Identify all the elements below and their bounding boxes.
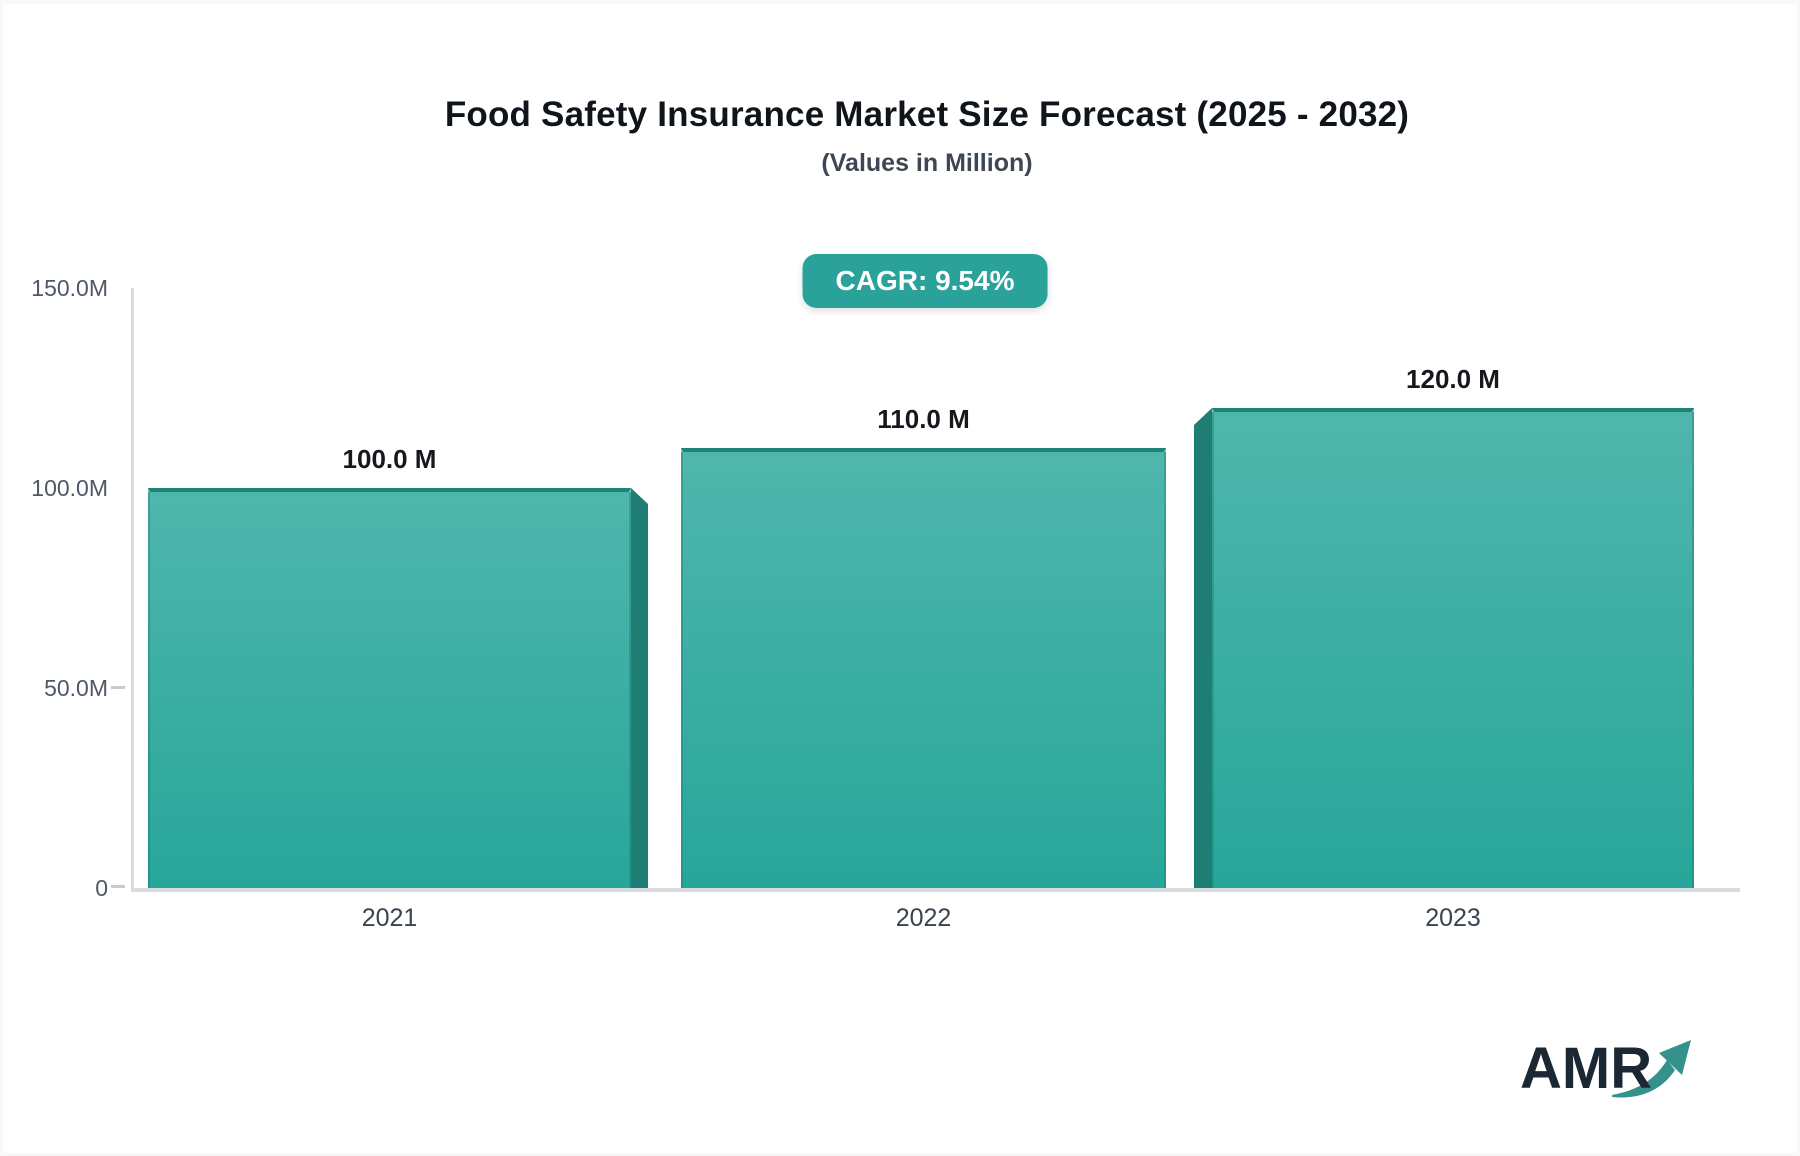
bar-3d-side (631, 488, 648, 888)
y-axis-line (131, 288, 134, 892)
amr-logo: AMR (1520, 1036, 1691, 1101)
y-tick-label: 100.0M (31, 475, 108, 501)
bar-value-label: 120.0 M (1406, 364, 1500, 394)
logo-text: AMR (1520, 1036, 1652, 1101)
y-tick-label: 0 (95, 875, 108, 901)
bar-value-label: 100.0 M (342, 444, 437, 474)
bar-face (681, 448, 1166, 888)
y-tick-label: 150.0M (31, 275, 108, 301)
y-tick-mark (111, 885, 125, 888)
y-tick-mark (111, 686, 125, 689)
bar-face (1212, 408, 1694, 888)
y-tick-label: 50.0M (44, 675, 108, 701)
bar-value-label: 110.0 M (877, 404, 970, 434)
logo-arrow-tail (1612, 1060, 1675, 1098)
cagr-badge: CAGR: 9.54% (802, 254, 1048, 308)
x-axis-label: 2023 (1425, 904, 1481, 932)
x-axis-label: 2022 (895, 904, 952, 932)
chart-title: Food Safety Insurance Market Size Foreca… (444, 95, 1410, 134)
x-axis-label: 2021 (361, 904, 418, 932)
bar-3d-side (1194, 408, 1212, 888)
cagr-badge-label: CAGR: 9.54% (835, 265, 1015, 296)
bar-face (148, 488, 631, 888)
chart-subtitle: (Values in Million) (821, 149, 1033, 177)
x-axis-line (131, 888, 1740, 892)
logo-arrow-head (1659, 1040, 1691, 1075)
